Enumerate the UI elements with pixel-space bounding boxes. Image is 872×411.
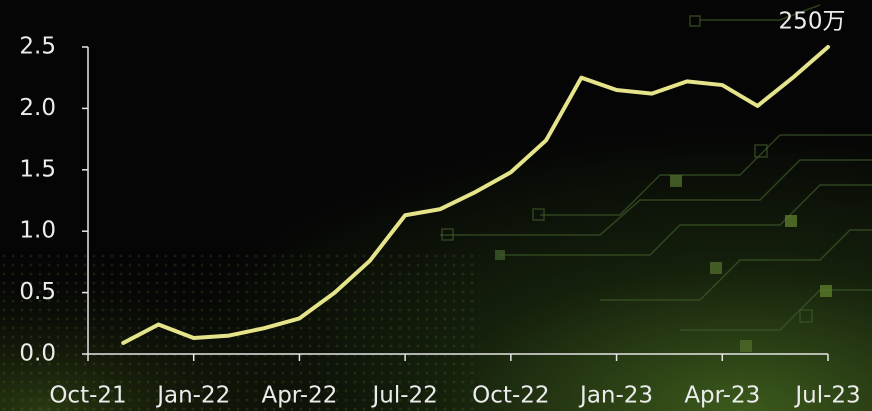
circuit-decoration	[440, 4, 872, 352]
annotation: 250万	[779, 9, 846, 35]
y-tick-label: 0.0	[19, 341, 56, 367]
x-tick-label: Oct-21	[49, 383, 126, 409]
x-tick-label: Apr-22	[261, 383, 337, 409]
dot-pattern	[0, 250, 480, 411]
y-tick-label: 2.0	[19, 95, 56, 121]
y-tick-label: 1.0	[19, 218, 56, 244]
y-tick-label: 2.5	[19, 34, 56, 60]
x-tick-label: Oct-22	[472, 383, 549, 409]
x-tick-label: Jan-23	[578, 383, 653, 409]
y-tick-label: 1.5	[19, 156, 56, 182]
data-line	[121, 45, 830, 345]
x-tick-label: Jul-23	[793, 383, 860, 409]
x-tick-label: Jul-22	[370, 383, 437, 409]
x-tick-label: Jan-22	[155, 383, 230, 409]
x-tick-label: Apr-23	[684, 383, 760, 409]
y-tick-label: 0.5	[19, 279, 56, 305]
